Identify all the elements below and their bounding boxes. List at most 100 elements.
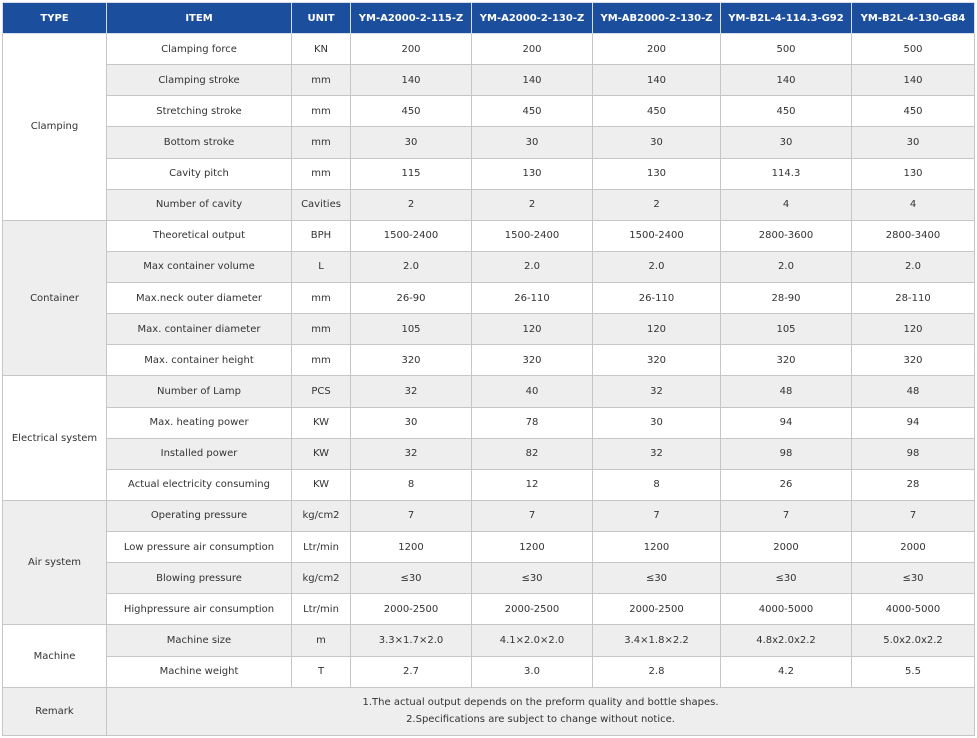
value-cell: 28 <box>851 468 975 501</box>
value-cell: 450 <box>720 95 852 128</box>
value-cell: 3.0 <box>471 655 593 688</box>
unit-cell: Ltr/min <box>291 593 351 626</box>
item-cell: Max.neck outer diameter <box>106 281 292 315</box>
header-unit: UNIT <box>291 2 351 34</box>
item-cell: Max. container height <box>106 344 292 377</box>
value-cell: 120 <box>851 313 975 346</box>
value-cell: 200 <box>350 32 472 66</box>
value-cell: 94 <box>720 406 852 439</box>
item-cell: Theoretical output <box>106 219 292 252</box>
item-cell: Machine weight <box>106 655 292 688</box>
value-cell: 30 <box>350 126 472 159</box>
type-cell: Container <box>2 219 107 377</box>
value-cell: 48 <box>720 375 852 408</box>
value-cell: 2.0 <box>471 250 593 284</box>
type-cell: Air system <box>2 499 107 626</box>
value-cell: 1500-2400 <box>592 219 721 252</box>
value-cell: 2800-3600 <box>720 219 852 252</box>
value-cell: 32 <box>350 375 472 408</box>
table-row: Highpressure air consumption Ltr/min 2000-… <box>3 593 975 626</box>
value-cell: 2 <box>592 188 721 221</box>
unit-cell: mm <box>291 95 351 128</box>
item-cell: Number of cavity <box>106 188 292 221</box>
value-cell: 200 <box>592 32 721 66</box>
item-cell: Highpressure air consumption <box>106 593 292 626</box>
value-cell: 320 <box>851 344 975 377</box>
value-cell: ≤30 <box>851 562 975 595</box>
value-cell: ≤30 <box>350 562 472 595</box>
value-cell: 8 <box>350 468 472 501</box>
value-cell: 48 <box>851 375 975 408</box>
table-row: Actual electricity consuming KW 8 12 8 26 28 <box>3 468 975 501</box>
item-cell: Clamping stroke <box>106 64 292 97</box>
value-cell: 200 <box>471 32 593 66</box>
value-cell: 2.0 <box>350 250 472 284</box>
table-row: Cavity pitch mm 115 130 130 114.3 130 <box>3 157 975 190</box>
unit-cell: mm <box>291 344 351 377</box>
unit-cell: KN <box>291 32 351 66</box>
value-cell: 4 <box>720 188 852 221</box>
item-cell: Number of Lamp <box>106 375 292 408</box>
value-cell: 140 <box>720 64 852 97</box>
value-cell: 7 <box>471 499 593 533</box>
table-row: Machine Machine size m 3.3×1.7×2.0 4.1×2.0×2… <box>2 624 975 688</box>
value-cell: 30 <box>350 406 472 439</box>
value-cell: 30 <box>592 126 721 159</box>
value-cell: 30 <box>471 126 593 159</box>
unit-cell: KW <box>291 437 351 470</box>
header-model: YM-A2000-2-115-Z <box>350 2 472 34</box>
unit-cell: mm <box>291 126 351 159</box>
value-cell: 4 <box>851 188 975 221</box>
table-row: Number of cavity Cavities 2 2 2 4 4 <box>3 188 975 221</box>
value-cell: 140 <box>350 64 472 97</box>
table-row: Bottom stroke mm 30 30 30 30 30 <box>3 126 975 159</box>
remark-label: Remark <box>2 686 107 737</box>
header-item: ITEM <box>106 2 292 34</box>
item-cell: Max. container diameter <box>106 313 292 346</box>
value-cell: 8 <box>592 468 721 501</box>
value-cell: ≤30 <box>720 562 852 595</box>
value-cell: 450 <box>851 95 975 128</box>
value-cell: 26 <box>720 468 852 501</box>
value-cell: 2.0 <box>720 250 852 284</box>
table-row: Max container volume L 2.0 2.0 2.0 2.0 2.0 <box>3 250 975 284</box>
value-cell: 12 <box>471 468 593 501</box>
type-cell: Machine <box>2 624 107 688</box>
value-cell: 4.2 <box>720 655 852 688</box>
value-cell: 320 <box>720 344 852 377</box>
value-cell: 98 <box>851 437 975 470</box>
value-cell: 120 <box>592 313 721 346</box>
value-cell: 28-110 <box>851 281 975 315</box>
value-cell: 120 <box>471 313 593 346</box>
item-cell: Machine size <box>106 624 292 657</box>
value-cell: 5.5 <box>851 655 975 688</box>
value-cell: 2000 <box>720 530 852 564</box>
value-cell: 2000-2500 <box>350 593 472 626</box>
item-cell: Max container volume <box>106 250 292 284</box>
value-cell: 2.8 <box>592 655 721 688</box>
table-row: Container Theoretical output BPH 1500-2400 1… <box>2 219 975 377</box>
item-cell: Stretching stroke <box>106 95 292 128</box>
value-cell: 500 <box>851 32 975 66</box>
value-cell: 1200 <box>350 530 472 564</box>
value-cell: 4000-5000 <box>851 593 975 626</box>
item-cell: Actual electricity consuming <box>106 468 292 501</box>
unit-cell: KW <box>291 468 351 501</box>
header-model: YM-B2L-4-130-G84 <box>851 2 975 34</box>
value-cell: 4.8x2.0x2.2 <box>720 624 852 657</box>
value-cell: ≤30 <box>592 562 721 595</box>
type-cell: Electrical system <box>2 375 107 501</box>
header-row: TYPE ITEM UNIT YM-A2000-2-115-Z YM-A2000… <box>2 2 975 34</box>
remark-line: 2.Specifications are subject to change w… <box>406 714 675 726</box>
value-cell: 1200 <box>471 530 593 564</box>
value-cell: 140 <box>851 64 975 97</box>
table-row: Machine weight T 2.7 3.0 2.8 4.2 5.5 <box>3 655 975 688</box>
unit-cell: mm <box>291 313 351 346</box>
table-row: Installed power KW 32 82 32 98 98 <box>3 437 975 470</box>
value-cell: 450 <box>350 95 472 128</box>
value-cell: 40 <box>471 375 593 408</box>
unit-cell: mm <box>291 64 351 97</box>
value-cell: 130 <box>851 157 975 190</box>
unit-cell: mm <box>291 281 351 315</box>
